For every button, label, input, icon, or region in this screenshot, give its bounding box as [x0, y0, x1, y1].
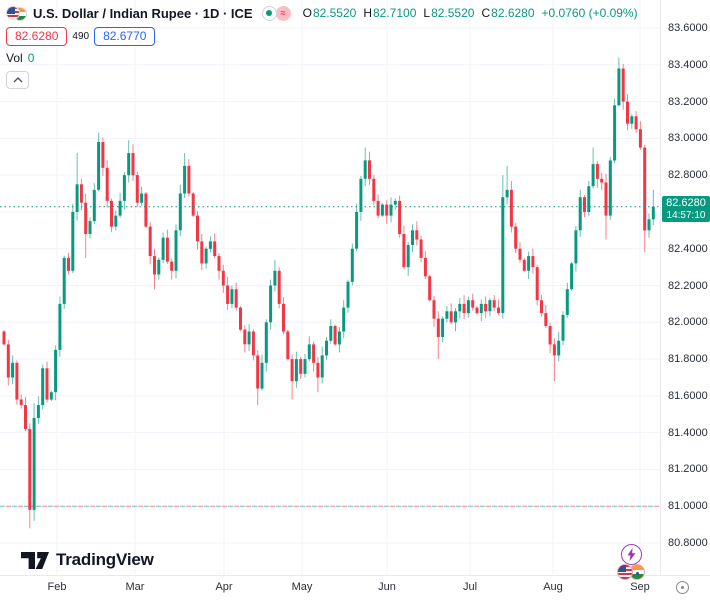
chevron-up-icon	[13, 77, 22, 83]
current-price-badge: 82.6280 14:57:10	[662, 196, 710, 222]
price-axis[interactable]: 82.6280 14:57:10 83.6000 83.4000 83.2000 83…	[660, 0, 710, 575]
corner-widgets	[615, 544, 647, 581]
price-tick-label: 82.8000	[668, 169, 708, 181]
price-tick-label: 83.6000	[668, 22, 708, 34]
ask-price-button[interactable]: 82.6770	[94, 26, 156, 46]
time-tick-label: Feb	[47, 581, 67, 593]
tradingview-logo-text: TradingView	[56, 550, 154, 569]
price-tick-label: 83.0000	[668, 132, 708, 144]
price-tick-label: 82.4000	[668, 243, 708, 255]
us-flag-icon	[6, 5, 20, 20]
symbol-status-pill[interactable]: ≈	[261, 5, 291, 21]
time-tick-label: Apr	[215, 581, 233, 593]
chart-legend: U.S. Dollar / Indian Rupee · 1D · ICE ≈ …	[6, 4, 638, 89]
current-price-value: 82.6280	[666, 197, 706, 209]
chart-plot-area[interactable]: U.S. Dollar / Indian Rupee · 1D · ICE ≈ …	[0, 0, 660, 580]
bid-price-button[interactable]: 82.6280	[6, 26, 68, 46]
time-tick-label: Sep	[630, 581, 650, 593]
price-tick-label: 82.0000	[668, 316, 708, 328]
spread-value: 490	[72, 30, 90, 42]
time-tick-label: Jul	[462, 581, 478, 593]
price-tick-label: 81.0000	[668, 500, 708, 512]
symbol-title[interactable]: U.S. Dollar / Indian Rupee · 1D · ICE	[33, 5, 253, 21]
price-tick-label: 81.4000	[668, 427, 708, 439]
us-flag-icon	[616, 564, 633, 580]
tradingview-logo[interactable]: TradingView	[21, 550, 154, 570]
currency-pair-flags-badge[interactable]	[616, 564, 646, 581]
time-tick-label: May	[291, 581, 313, 593]
collapse-legend-button[interactable]	[6, 71, 29, 89]
price-tick-label: 81.6000	[668, 390, 708, 402]
time-tick-label: Mar	[125, 581, 145, 593]
tradingview-logo-mark-icon	[21, 551, 49, 569]
price-tick-label: 81.8000	[668, 353, 708, 365]
price-tick-label: 83.2000	[668, 96, 708, 108]
time-axis[interactable]: Feb Mar Apr May Jun Jul Aug Sep	[0, 575, 710, 600]
time-tick-label: Aug	[543, 581, 563, 593]
price-tick-label: 81.2000	[668, 463, 708, 475]
axis-settings-icon[interactable]	[676, 581, 689, 594]
price-tick-label: 82.2000	[668, 280, 708, 292]
bar-countdown: 14:57:10	[666, 210, 706, 221]
candlestick-chart[interactable]	[0, 0, 660, 575]
boost-lightning-button[interactable]	[620, 544, 642, 565]
lightning-bolt-icon	[627, 548, 635, 561]
currency-pair-flags-icon	[6, 5, 28, 21]
ohlc-readout: O82.5520 H82.7100 L82.5520 C82.6280 +0.0760 …	[302, 6, 638, 20]
price-tick-label: 83.4000	[668, 59, 708, 71]
time-tick-label: Jun	[378, 581, 396, 593]
change-readout: +0.0760 (+0.09%)	[541, 6, 638, 20]
volume-readout: Vol 0	[6, 51, 35, 65]
mini-flag-icon: ≈	[275, 5, 291, 21]
market-status-dot-icon	[261, 5, 277, 21]
price-tick-label: 80.8000	[668, 537, 708, 549]
